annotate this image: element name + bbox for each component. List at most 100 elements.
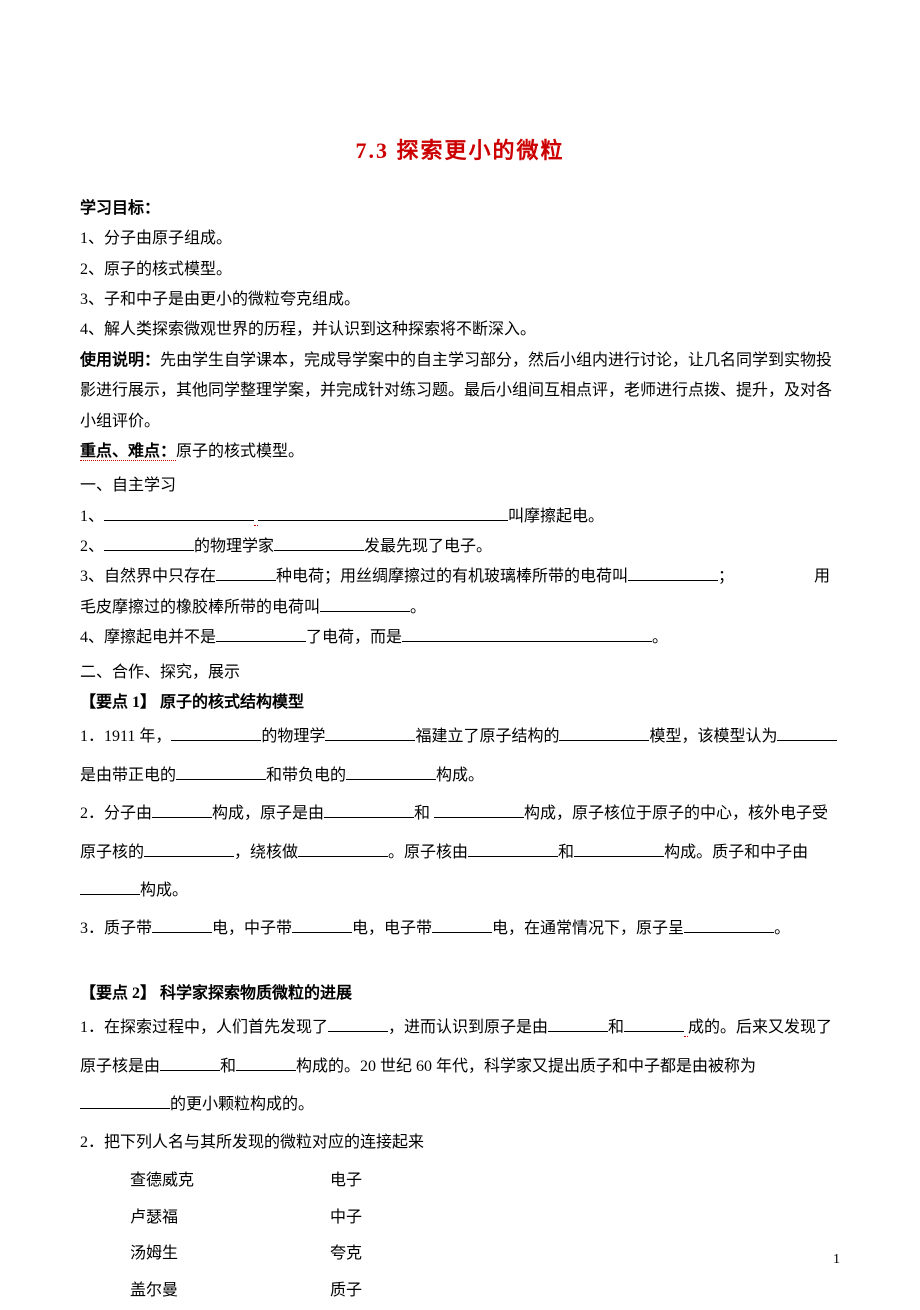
text: 电，电子带 (352, 920, 432, 937)
objective-item: 4、解人类探索微观世界的历程，并认识到这种探索将不断深入。 (80, 315, 840, 345)
blank (777, 725, 837, 741)
text: 2．分子由 (80, 805, 152, 822)
blank (152, 802, 212, 818)
text: 3．质子带 (80, 920, 152, 937)
question-1: 1、 叫摩擦起电。 (80, 502, 840, 532)
match-particle: 夸克 (330, 1245, 362, 1262)
match-name: 查德威克 (130, 1163, 330, 1200)
page-number: 1 (833, 1247, 840, 1274)
match-particle: 电子 (330, 1172, 362, 1189)
blank (328, 1016, 388, 1032)
match-name: 盖尔曼 (130, 1273, 330, 1310)
doc-title: 7.3 探索更小的微粒 (80, 130, 840, 172)
match-particle: 中子 (330, 1209, 362, 1226)
point1-q1: 1．1911 年，的物理学福建立了原子结构的模型，该模型认为是由带正电的和带负电… (80, 718, 840, 795)
text: 的更小颗粒构成的。 (170, 1096, 314, 1113)
q3-suffix: 。 (410, 599, 426, 616)
blank (346, 764, 436, 780)
blank (80, 879, 140, 895)
q2-mid: 的物理学家 (194, 538, 274, 555)
text: 构成。 (436, 767, 484, 784)
blank (434, 802, 524, 818)
q1-suffix: 叫摩擦起电。 (508, 508, 604, 525)
text: 模型，该模型认为 (649, 728, 777, 745)
text: 是由带正电的 (80, 767, 176, 784)
match-row: 查德威克电子 (80, 1163, 840, 1200)
match-name: 汤姆生 (130, 1236, 330, 1273)
blank (628, 565, 718, 581)
point1-q2: 2．分子由构成，原子是由和 构成，原子核位于原子的中心，核外电子受原子核的，绕核… (80, 795, 840, 910)
match-row: 汤姆生夸克 (80, 1236, 840, 1273)
section1-heading: 一、自主学习 (80, 471, 840, 501)
blank (574, 841, 664, 857)
blank (684, 917, 774, 933)
point2-heading: 【要点 2】 科学家探索物质微粒的进展 (80, 979, 840, 1009)
blank (176, 764, 266, 780)
text: ，进而认识到原子是由 (388, 1019, 548, 1036)
q2-suffix: 发最先现了电子。 (364, 538, 492, 555)
blank (402, 626, 652, 642)
blank (152, 917, 212, 933)
text: 电，中子带 (212, 920, 292, 937)
match-row: 卢瑟福中子 (80, 1200, 840, 1237)
text: 。原子核由 (388, 844, 468, 861)
text: 构成，原子是由 (212, 805, 324, 822)
text: 电，在通常情况下，原子呈 (492, 920, 684, 937)
instructions-text: 先由学生自学课本，完成导学案中的自主学习部分，然后小组内进行讨论，让几名同学到实… (80, 352, 832, 430)
point1-q3: 3．质子带 电，中子带 电，电子带 电，在通常情况下，原子呈 。 (80, 910, 840, 948)
blank (104, 505, 254, 521)
point1-heading: 【要点 1】 原子的核式结构模型 (80, 688, 840, 718)
text: 。 (774, 920, 790, 937)
text: 和 (220, 1058, 236, 1075)
q3-prefix: 3、自然界中只存在 (80, 568, 216, 585)
blank (468, 841, 558, 857)
keypoints-para: 重点、难点：原子的核式模型。 (80, 437, 840, 467)
blank (216, 565, 276, 581)
keypoints-heading: 重点、难点： (80, 443, 176, 461)
blank (325, 725, 415, 741)
blank (144, 841, 234, 857)
blank (320, 596, 410, 612)
text: 和带负电的 (266, 767, 346, 784)
q1-prefix: 1、 (80, 508, 104, 525)
objective-item: 3、子和中子是由更小的微粒夸克组成。 (80, 285, 840, 315)
q3-mid1b: ； (718, 568, 734, 585)
blank (298, 841, 388, 857)
keypoints-text: 原子的核式模型。 (176, 443, 304, 460)
objectives-section: 学习目标： 1、分子由原子组成。 2、原子的核式模型。 3、子和中子是由更小的微… (80, 194, 840, 346)
blank (104, 535, 194, 551)
text: 1．1911 年， (80, 728, 171, 745)
section2-heading: 二、合作、探究，展示 (80, 658, 840, 688)
instructions-heading: 使用说明： (80, 352, 160, 369)
text: 构成的。20 世纪 60 年代，科学家又提出质子和中子都是由被称为 (296, 1058, 756, 1075)
blank (624, 1016, 684, 1032)
text: 和 (608, 1019, 624, 1036)
objectives-heading: 学习目标： (80, 200, 160, 217)
q4-suffix: 。 (652, 629, 668, 646)
q2-prefix: 2、 (80, 538, 104, 555)
q4-mid: 了电荷，而是 (306, 629, 402, 646)
q3-mid1: 种电荷；用丝绸摩擦过的有机玻璃棒所带的电荷叫 (276, 568, 628, 585)
blank (80, 1093, 170, 1109)
text: 构成。 (140, 882, 188, 899)
point2-q2: 2．把下列人名与其所发现的微粒对应的连接起来 (80, 1124, 840, 1162)
objective-item: 2、原子的核式模型。 (80, 255, 840, 285)
blank (274, 535, 364, 551)
match-name: 卢瑟福 (130, 1200, 330, 1237)
match-particle: 质子 (330, 1282, 362, 1299)
text: 构成。质子和中子由 (664, 844, 808, 861)
blank (432, 917, 492, 933)
text: ，绕核做 (234, 844, 298, 861)
blank (258, 505, 508, 521)
match-row: 盖尔曼质子 (80, 1273, 840, 1310)
instructions-para: 使用说明：先由学生自学课本，完成导学案中的自主学习部分，然后小组内进行讨论，让几… (80, 346, 840, 437)
objective-item: 1、分子由原子组成。 (80, 224, 840, 254)
blank (292, 917, 352, 933)
text: 福建立了原子结构的 (415, 728, 559, 745)
q4-prefix: 4、摩擦起电并不是 (80, 629, 216, 646)
blank (324, 802, 414, 818)
text: 和 (558, 844, 574, 861)
blank (559, 725, 649, 741)
text: 1．在探索过程中，人们首先发现了 (80, 1019, 328, 1036)
blank (160, 1055, 220, 1071)
